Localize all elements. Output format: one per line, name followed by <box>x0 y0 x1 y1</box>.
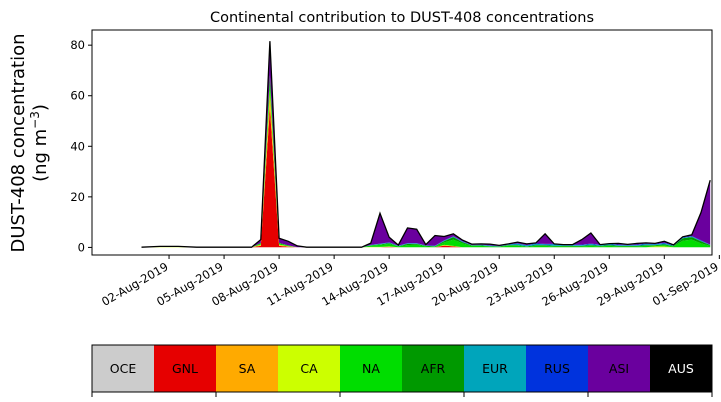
legend-frame <box>91 344 713 393</box>
plot-frame <box>91 29 713 256</box>
y-tick-label: 80 <box>70 38 85 52</box>
legend-swatch-asi <box>588 345 651 392</box>
x-axis: 02-Aug-201905-Aug-201908-Aug-201911-Aug-… <box>99 255 721 309</box>
area-gnl <box>141 108 711 248</box>
legend-label-ca: CA <box>300 361 318 376</box>
y-axis-label: DUST-408 concentration (ng m−3) <box>8 33 51 252</box>
legend-label-gnl: GNL <box>172 361 198 376</box>
area-na <box>141 77 711 248</box>
y-axis-label-line2: (ng m−3) <box>28 104 51 182</box>
legend-swatch-sa <box>216 345 279 392</box>
legend-swatch-na <box>340 345 403 392</box>
legend-label-afr: AFR <box>421 361 446 376</box>
legend-label-oce: OCE <box>110 361 137 376</box>
legend-label-aus: AUS <box>668 361 694 376</box>
chart-title: Continental contribution to DUST-408 con… <box>210 10 594 26</box>
area-ca <box>141 90 711 248</box>
legend-swatch-afr <box>402 345 465 392</box>
legend-swatch-aus <box>650 345 713 392</box>
area-asi <box>141 41 711 248</box>
legend-label-asi: ASI <box>609 361 629 376</box>
legend-swatch-oce <box>92 345 155 392</box>
total-outline <box>141 41 711 248</box>
legend-swatch-gnl <box>154 345 217 392</box>
y-axis: 0 20 40 60 80 <box>70 38 92 254</box>
legend-label-sa: SA <box>239 361 256 376</box>
area-afr <box>141 75 711 248</box>
area-sa <box>141 95 711 248</box>
y-tick-label: 60 <box>70 89 85 103</box>
area-rus <box>141 75 711 248</box>
y-tick-label: 0 <box>78 240 85 254</box>
legend-label-eur: EUR <box>482 361 508 376</box>
legend-label-na: NA <box>362 361 380 376</box>
legend-label-rus: RUS <box>544 361 570 376</box>
y-tick-label: 20 <box>70 190 85 204</box>
area-aus <box>141 41 711 248</box>
y-tick-label: 40 <box>70 139 85 153</box>
legend-swatch-ca <box>278 345 341 392</box>
legend-swatch-eur <box>464 345 527 392</box>
area-eur <box>141 75 711 248</box>
y-axis-label-line1: DUST-408 concentration <box>8 33 29 252</box>
legend-swatch-rus <box>526 345 589 392</box>
legend: OCE GNL SA CA NA AFR EUR RUS ASI AUS <box>91 344 713 397</box>
stacked-areas <box>141 41 711 248</box>
